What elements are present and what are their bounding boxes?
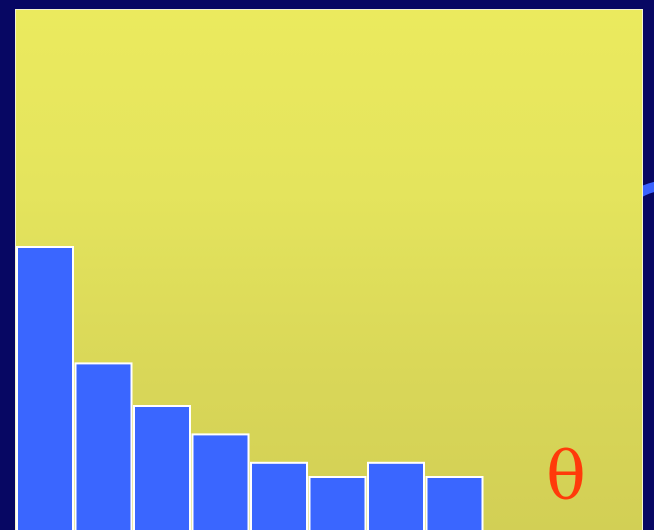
chart-panel: θ (15, 9, 643, 530)
bar-6 (308, 476, 367, 530)
bar-4 (191, 433, 250, 530)
bar-2 (74, 362, 133, 530)
bar-chart (16, 246, 484, 530)
bar-5 (250, 461, 308, 530)
theta-annotation: θ (546, 438, 586, 515)
bar-8 (425, 476, 484, 530)
bar-3 (133, 405, 191, 530)
bar-1 (16, 246, 74, 530)
bar-7 (367, 461, 425, 530)
